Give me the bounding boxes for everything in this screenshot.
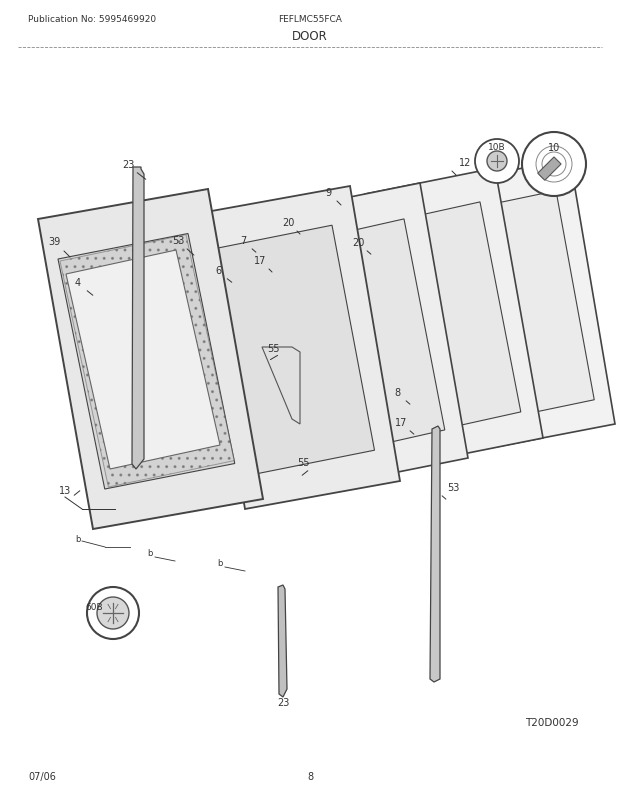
Text: 6: 6: [215, 265, 221, 276]
Text: 4: 4: [75, 277, 81, 288]
Polygon shape: [195, 187, 400, 509]
Polygon shape: [306, 220, 445, 452]
Text: 9: 9: [325, 188, 331, 198]
Polygon shape: [262, 347, 300, 424]
Circle shape: [522, 133, 586, 196]
Polygon shape: [213, 226, 374, 475]
Text: 8: 8: [394, 387, 400, 398]
Text: DOOR: DOOR: [292, 30, 328, 43]
Polygon shape: [380, 203, 521, 435]
Text: 53: 53: [172, 236, 184, 245]
Text: 55: 55: [267, 343, 279, 354]
Polygon shape: [132, 168, 144, 469]
Text: 39: 39: [48, 237, 60, 247]
Circle shape: [97, 597, 129, 630]
Text: 7: 7: [240, 236, 246, 245]
Text: 20: 20: [282, 217, 294, 228]
Circle shape: [475, 140, 519, 184]
Polygon shape: [66, 251, 220, 469]
Text: 20: 20: [352, 237, 364, 248]
Text: b: b: [75, 534, 81, 543]
Polygon shape: [440, 160, 615, 449]
Polygon shape: [365, 168, 543, 464]
Polygon shape: [278, 585, 287, 697]
Polygon shape: [290, 184, 468, 484]
Polygon shape: [38, 190, 263, 529]
Text: 12: 12: [459, 158, 471, 168]
Polygon shape: [58, 234, 235, 489]
Circle shape: [487, 152, 507, 172]
Text: T20D0029: T20D0029: [525, 717, 578, 727]
Text: b: b: [218, 559, 223, 568]
Polygon shape: [454, 192, 594, 422]
Text: Publication No: 5995469920: Publication No: 5995469920: [28, 15, 156, 25]
Text: 55: 55: [297, 457, 309, 468]
Polygon shape: [538, 158, 561, 181]
Circle shape: [87, 587, 139, 639]
Text: 13: 13: [59, 485, 71, 496]
Polygon shape: [430, 427, 440, 683]
Text: 17: 17: [254, 256, 266, 265]
Text: 10B: 10B: [488, 144, 506, 152]
Text: 8: 8: [307, 771, 313, 781]
Text: 23: 23: [122, 160, 134, 170]
Text: b: b: [148, 549, 153, 558]
Polygon shape: [60, 235, 234, 488]
Text: 23: 23: [277, 697, 289, 707]
Text: 53: 53: [447, 482, 459, 492]
Text: FEFLMC55FCA: FEFLMC55FCA: [278, 15, 342, 25]
Text: 17: 17: [395, 418, 407, 427]
Text: 10: 10: [548, 143, 560, 153]
Text: 07/06: 07/06: [28, 771, 56, 781]
Text: 60B: 60B: [85, 603, 103, 612]
